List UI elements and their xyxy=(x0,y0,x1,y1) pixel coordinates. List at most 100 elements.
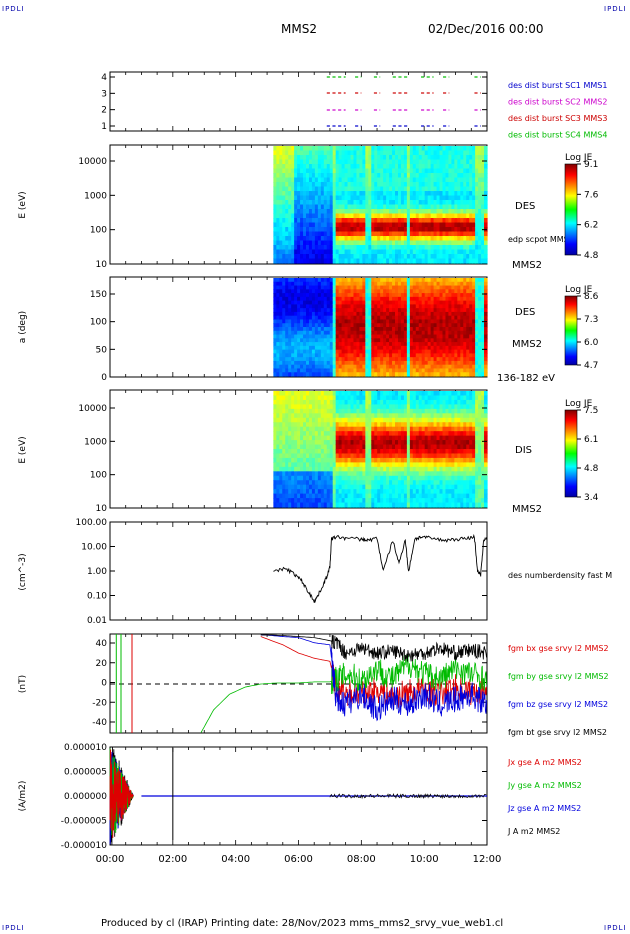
spectrogram-cell xyxy=(341,323,346,328)
spectrogram-cell xyxy=(439,245,444,251)
spectrogram-cell xyxy=(409,338,414,343)
spectrogram-cell xyxy=(469,342,473,347)
spectrogram-cell xyxy=(457,285,461,290)
spectrogram-cell xyxy=(472,349,476,354)
spectrogram-cell xyxy=(347,315,352,321)
spectrogram-cell xyxy=(377,218,381,224)
spectrogram-cell xyxy=(400,222,405,228)
spectrogram-cell xyxy=(451,323,455,328)
spectrogram-cell xyxy=(460,296,464,302)
spectrogram-cell xyxy=(285,293,289,298)
spectrogram-cell xyxy=(415,168,420,174)
spectrogram-cell xyxy=(421,372,426,377)
spectrogram-cell xyxy=(380,249,384,255)
spectrogram-cell xyxy=(332,466,337,472)
spectrogram-cell xyxy=(347,368,352,373)
spectrogram-cell xyxy=(306,327,310,332)
spectrogram-cell xyxy=(341,484,346,490)
spectrogram-cell xyxy=(386,236,390,242)
spectrogram-cell xyxy=(300,173,304,179)
spectrogram-cell xyxy=(409,342,414,347)
spectrogram-cell xyxy=(323,240,328,246)
spectrogram-cell xyxy=(335,334,340,339)
spectrogram-cell xyxy=(311,146,316,152)
spectrogram-cell xyxy=(341,502,346,508)
spectrogram-cell xyxy=(445,308,450,313)
spectrogram-cell xyxy=(323,186,328,192)
spectrogram-cell xyxy=(400,191,405,197)
spectrogram-cell xyxy=(288,368,292,373)
spectrogram-cell xyxy=(415,195,420,201)
spectrogram-cell xyxy=(460,168,464,174)
spectrogram-cell xyxy=(308,498,313,504)
spectrogram-cell xyxy=(454,155,458,161)
spectrogram-cell xyxy=(314,338,319,343)
spectrogram-cell xyxy=(300,440,304,446)
spectrogram-cell xyxy=(475,360,479,366)
spectrogram-cell xyxy=(338,285,343,290)
spectrogram-cell xyxy=(430,357,435,362)
spectrogram-cell xyxy=(294,323,298,328)
spectrogram-cell xyxy=(371,173,375,179)
spectrogram-cell xyxy=(347,431,352,437)
spectrogram-cell xyxy=(386,227,390,233)
spectrogram-cell xyxy=(297,258,301,264)
spectrogram-cell xyxy=(383,300,387,305)
spectrogram-cell xyxy=(469,319,473,324)
spectrogram-cell xyxy=(466,159,470,165)
spectrogram-cell xyxy=(460,177,464,183)
spectrogram-cell xyxy=(297,395,301,401)
spectrogram-cell xyxy=(430,360,435,366)
spectrogram-cell xyxy=(457,293,461,298)
spectrogram-cell xyxy=(329,231,334,237)
spectrogram-cell xyxy=(451,368,455,373)
spectrogram-cell xyxy=(478,327,482,332)
spectrogram-cell xyxy=(415,278,420,283)
spectrogram-cell xyxy=(350,300,355,305)
spectrogram-cell xyxy=(285,498,289,504)
spectrogram-cell xyxy=(412,308,417,313)
spectrogram-cell xyxy=(359,353,363,358)
spectrogram-cell xyxy=(442,360,447,366)
spectrogram-cell xyxy=(294,457,298,463)
spectrogram-cell xyxy=(335,200,340,206)
spectrogram-cell xyxy=(282,245,286,251)
spectrogram-cell xyxy=(314,360,319,366)
spectrogram-cell xyxy=(314,231,319,237)
spectrogram-cell xyxy=(383,296,387,302)
spectrogram-cell xyxy=(300,258,304,264)
spectrogram-cell xyxy=(362,231,366,237)
spectrogram-cell xyxy=(478,311,482,317)
spectrogram-cell xyxy=(424,227,429,233)
spectrogram-cell xyxy=(389,164,393,170)
spectrogram-cell xyxy=(279,435,283,441)
spectrogram-cell xyxy=(338,475,343,481)
spectrogram-cell xyxy=(347,404,352,410)
spectrogram-cell xyxy=(297,462,301,468)
spectrogram-cell xyxy=(326,364,331,370)
spectrogram-cell xyxy=(368,327,372,332)
spectrogram-cell xyxy=(457,209,461,215)
spectrogram-cell xyxy=(421,150,426,156)
spectrogram-cell xyxy=(356,426,361,432)
spectrogram-cell xyxy=(403,296,408,302)
spectrogram-cell xyxy=(478,168,482,174)
spectrogram-cell xyxy=(380,323,384,328)
spectrogram-cell xyxy=(400,231,405,237)
spectrogram-cell xyxy=(285,422,289,428)
spectrogram-cell xyxy=(418,357,423,362)
spectrogram-cell xyxy=(362,462,366,468)
spectrogram-cell xyxy=(332,227,337,233)
spectrogram-cell xyxy=(386,300,390,305)
spectrogram-cell xyxy=(300,304,304,309)
spectrogram-cell xyxy=(445,293,450,298)
spectrogram-cell xyxy=(350,334,355,339)
spectrogram-cell xyxy=(472,342,476,347)
spectrogram-cell xyxy=(300,466,304,472)
spectrogram-cell xyxy=(436,334,441,339)
spectrogram-cell xyxy=(320,191,325,197)
spectrogram-cell xyxy=(350,399,355,405)
spectrogram-cell xyxy=(374,342,378,347)
spectrogram-cell xyxy=(311,186,316,192)
spectrogram-cell xyxy=(371,254,375,260)
